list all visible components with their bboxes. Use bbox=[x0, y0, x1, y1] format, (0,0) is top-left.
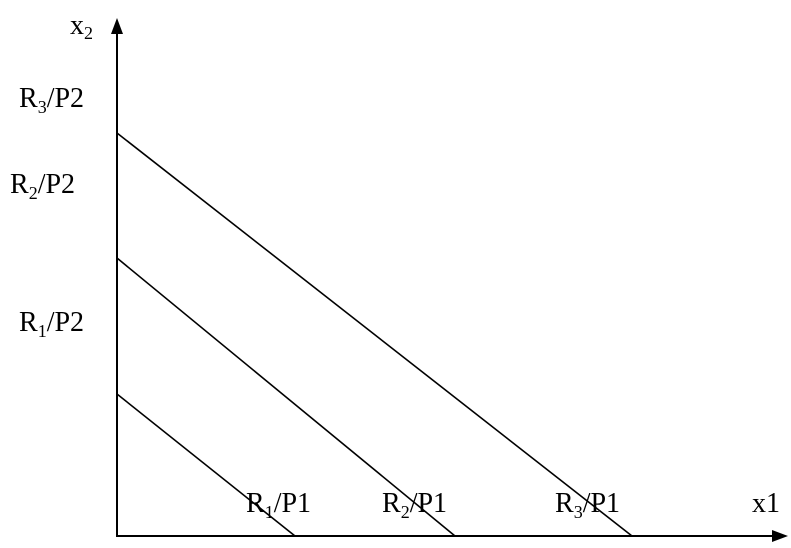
x-intercept-label-1: R1/P1 bbox=[246, 488, 311, 522]
y-intercept-label-1: R1/P2 bbox=[19, 307, 84, 341]
budget-line-2 bbox=[116, 257, 456, 537]
y-intercept-label-2: R2/P2 bbox=[10, 169, 75, 203]
y-intercept-label-3: R3/P2 bbox=[19, 83, 84, 117]
x-axis-arrowhead bbox=[772, 530, 788, 542]
x-axis-label: x1 bbox=[752, 488, 780, 519]
x-intercept-label-3: R3/P1 bbox=[555, 488, 620, 522]
budget-line-3 bbox=[116, 132, 633, 537]
budget-line-1 bbox=[116, 393, 296, 537]
y-axis-arrowhead bbox=[111, 18, 123, 34]
x-intercept-label-2: R2/P1 bbox=[382, 488, 447, 522]
y-axis-label: x2 bbox=[70, 10, 93, 43]
